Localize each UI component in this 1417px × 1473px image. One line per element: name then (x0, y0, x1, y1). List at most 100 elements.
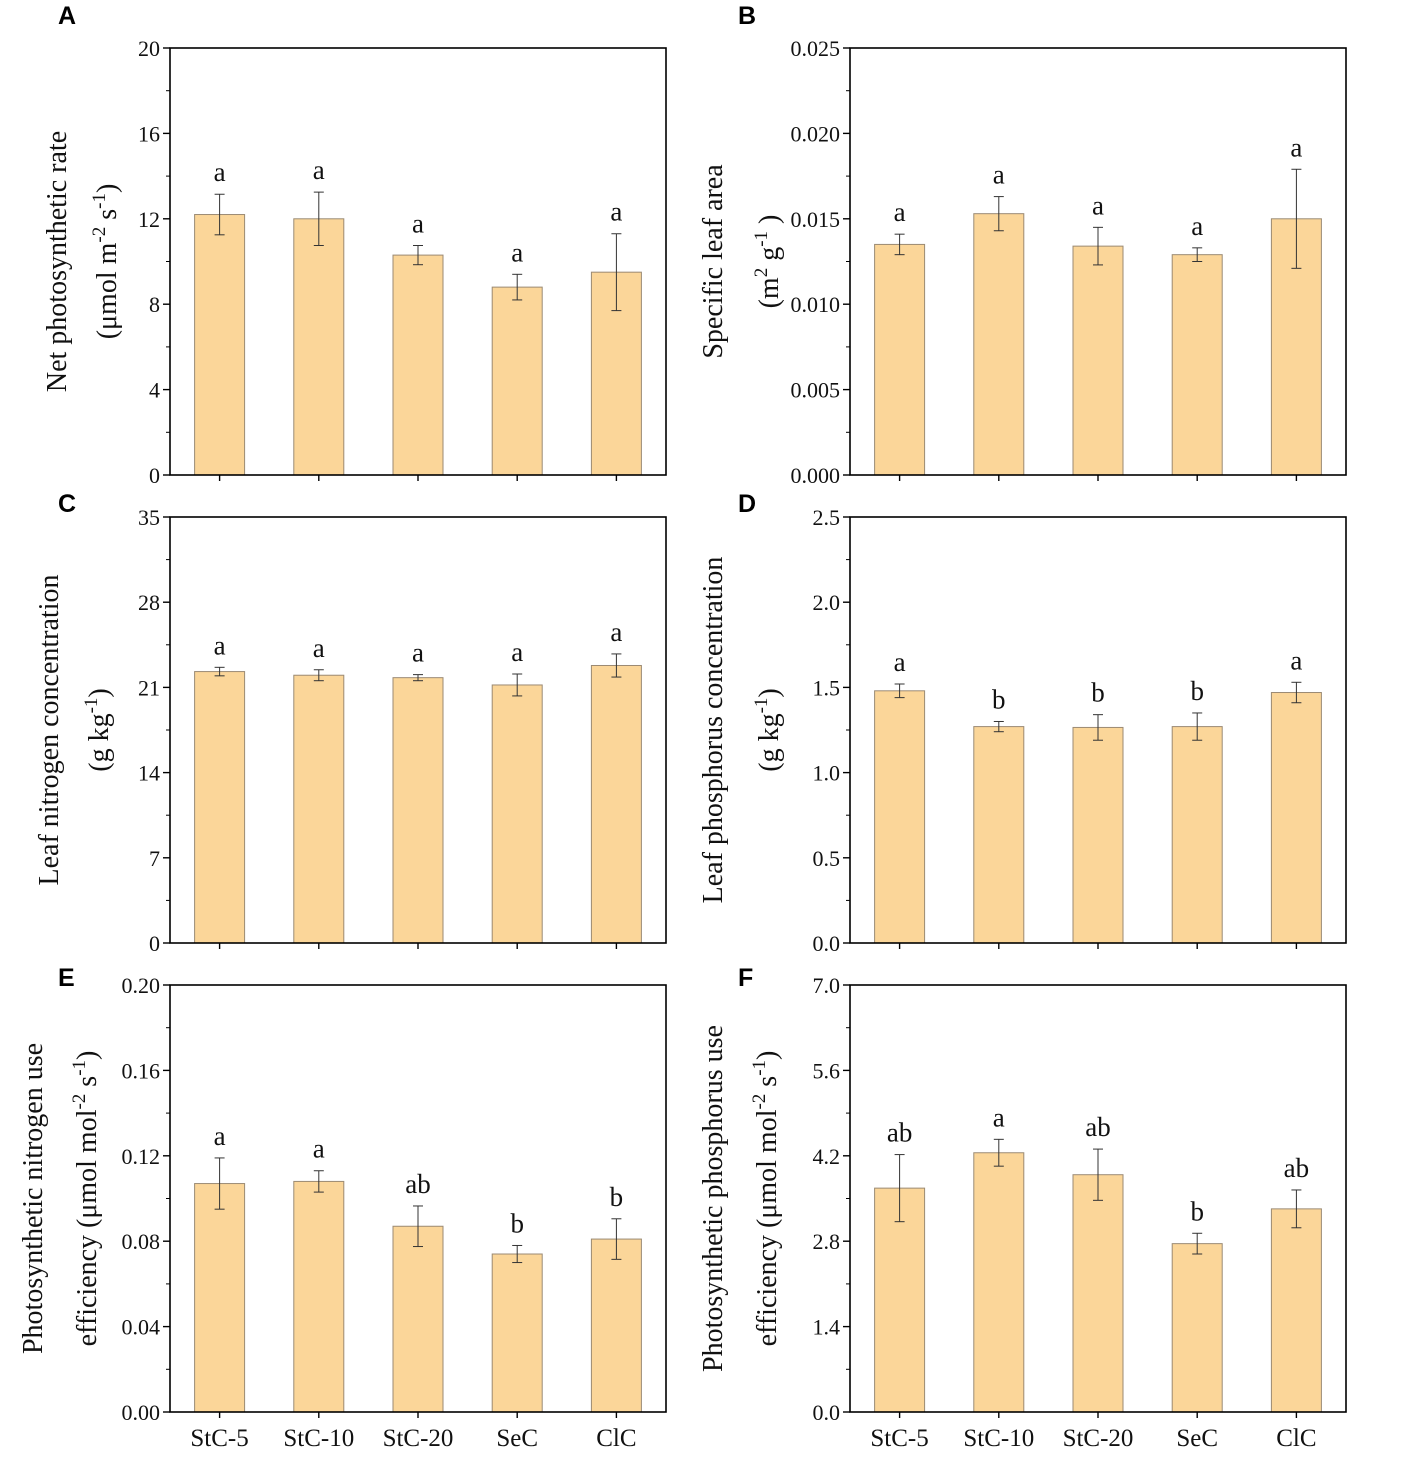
bar-stc-5 (194, 671, 246, 944)
chart-panel-e: a a ab b b 0.00 0.04 0.08 0.12 0.16 0.20 StC-5 StC-1… (18, 964, 667, 1452)
significance-letter: b (610, 1182, 624, 1212)
error-bar (1093, 714, 1103, 741)
error-bar (1291, 168, 1302, 269)
bar-stc-10 (293, 218, 345, 476)
y-tick-label: 0.08 (122, 1229, 161, 1254)
x-tick-label: ClC (1276, 1425, 1316, 1452)
error-bar (214, 1157, 225, 1210)
y-tick-label: 7.0 (813, 973, 841, 998)
y-tick-label: 0.0 (813, 1400, 841, 1425)
y-tick-label: 0 (149, 931, 160, 956)
significance-letter: a (412, 208, 424, 238)
unit-text: ) (752, 1051, 783, 1060)
significance-letter: a (313, 155, 325, 185)
unit-superscript: 2 (751, 268, 772, 278)
unit-superscript: -1 (751, 698, 772, 714)
significance-letter: b (510, 1208, 524, 1238)
y-axis-unit-label: (m2 g-1 ) (751, 215, 785, 309)
error-bar (1192, 1232, 1203, 1255)
y-tick-label: 21 (138, 675, 160, 700)
y-tick-label: 28 (138, 590, 160, 615)
bar-sec (491, 286, 543, 476)
y-tick-label: 0.000 (791, 463, 841, 488)
y-tick-label: 16 (138, 121, 160, 146)
y-tick-label: 0.025 (791, 36, 841, 61)
bar-stc-10 (973, 213, 1025, 476)
y-axis-label: Leaf phosphorus concentration (698, 557, 729, 904)
significance-letter: a (313, 1134, 325, 1164)
unit-text: (μmol m (92, 242, 123, 339)
x-tick-label: SeC (496, 1425, 538, 1452)
bar-stc-10 (293, 1180, 345, 1413)
chart-panel-c: a a a a a 0 7 14 21 28 35 C Leaf nitrogen concentrat… (34, 490, 667, 956)
unit-text: s (92, 209, 123, 227)
significance-letter: a (1092, 190, 1104, 220)
y-tick-label: 0.0 (813, 931, 841, 956)
panel-label: C (58, 490, 76, 518)
significance-letter: a (214, 630, 226, 660)
error-bar (214, 193, 225, 236)
x-tick-label: StC-10 (963, 1425, 1034, 1452)
bar-clc (590, 1238, 642, 1413)
bar-stc-20 (392, 1225, 444, 1413)
unit-superscript: -1 (749, 1060, 770, 1076)
bar-clc (1270, 692, 1322, 944)
significance-letter: b (1190, 676, 1204, 706)
bar-stc-5 (194, 1183, 246, 1413)
error-bar (1093, 226, 1103, 266)
unit-text: ) (92, 184, 123, 193)
unit-superscript: -2 (69, 1094, 90, 1110)
unit-text: ) (754, 215, 785, 231)
error-bar (894, 1154, 905, 1223)
y-tick-label: 1.4 (813, 1315, 841, 1340)
y-tick-label: 0.04 (122, 1315, 161, 1340)
y-axis-unit-label: (g kg-1) (81, 688, 115, 771)
chart-panel-b: a a a a a 0.000 0.005 0.010 0.015 0.020 0.025 B Spec… (698, 2, 1347, 488)
bar-sec (491, 684, 543, 944)
y-tick-label: 1.0 (813, 761, 841, 786)
y-tick-label: 0.20 (122, 973, 161, 998)
error-bar (1291, 1189, 1302, 1229)
error-bar (1192, 247, 1203, 262)
significance-letter: a (894, 197, 906, 227)
bar-clc (590, 664, 642, 944)
significance-letter: a (313, 633, 325, 663)
y-axis-label: Photosynthetic nitrogen use (18, 1043, 49, 1354)
unit-text: ) (72, 1051, 103, 1060)
unit-text: g (754, 247, 785, 268)
significance-letter: a (511, 237, 523, 267)
panel-label: E (58, 964, 75, 992)
y-tick-label: 35 (138, 505, 160, 530)
significance-letter: a (993, 160, 1005, 190)
bar-stc-20 (1072, 1174, 1124, 1413)
error-bar (894, 683, 905, 699)
bar-stc-20 (392, 254, 444, 476)
significance-letter: b (1091, 678, 1105, 708)
significance-letter: a (1290, 132, 1302, 162)
chart-panel-d: a b b b a 0.0 0.5 1.0 1.5 2.0 2.5 D Leaf phosphorus … (698, 490, 1347, 956)
y-tick-label: 0.12 (122, 1144, 161, 1169)
bar-stc-20 (1072, 726, 1124, 944)
bar-stc-5 (874, 690, 926, 944)
error-bar (894, 233, 905, 256)
error-bar (611, 233, 622, 312)
unit-superscript: -1 (81, 698, 102, 714)
error-bar (611, 653, 622, 678)
bar-stc-20 (392, 677, 444, 944)
error-bar (1291, 681, 1302, 704)
significance-letter: b (992, 684, 1006, 714)
unit-superscript: -1 (69, 1060, 90, 1076)
unit-text: s (72, 1076, 103, 1094)
x-tick-label: StC-20 (1063, 1425, 1134, 1452)
unit-text: ) (754, 688, 785, 697)
bar-stc-5 (194, 214, 246, 476)
bar-stc-10 (973, 726, 1025, 944)
error-bar (214, 666, 225, 677)
error-bar (993, 196, 1004, 232)
unit-text: (g kg (754, 713, 785, 771)
significance-letter: a (610, 617, 622, 647)
x-tick-label: SeC (1176, 1425, 1218, 1452)
x-tick-label: StC-5 (190, 1425, 248, 1452)
y-tick-label: 4.2 (813, 1144, 841, 1169)
